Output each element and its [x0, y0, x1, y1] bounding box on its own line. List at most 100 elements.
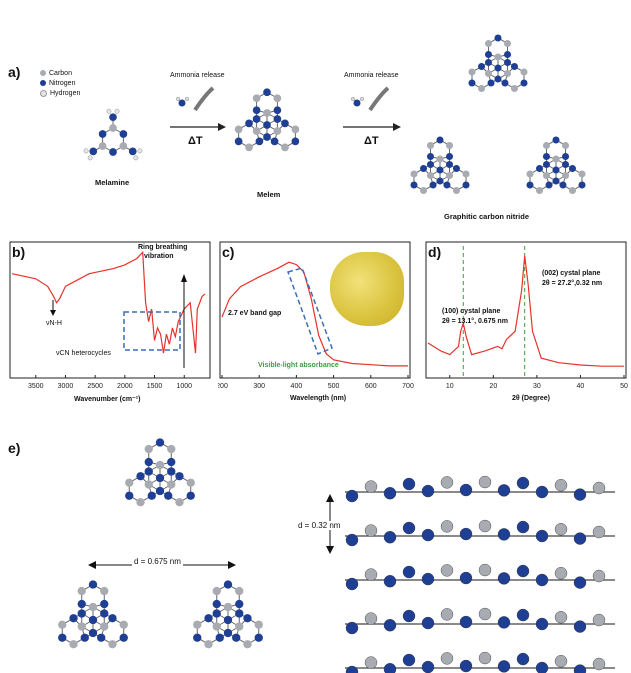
carbon-atom	[100, 586, 109, 596]
nitrogen-atom	[125, 491, 134, 500]
nitrogen-atom	[542, 152, 550, 160]
nitrogen-legend-icon	[40, 80, 46, 86]
nitrogen-atom	[446, 152, 454, 160]
carbon-atom	[144, 444, 153, 454]
carbon-atom	[383, 619, 397, 632]
gcn-label: Graphitic carbon nitride	[444, 212, 530, 221]
arrow-1	[170, 123, 226, 131]
x-tick-label: 300	[253, 383, 265, 390]
carbon-atom	[193, 620, 202, 629]
cn-dashed-box	[123, 311, 181, 351]
xrd-frame	[425, 241, 627, 379]
carbon-atom	[510, 84, 519, 93]
carbon-atom	[235, 622, 244, 631]
carbon-atom	[204, 640, 213, 649]
release-arrow-2	[368, 86, 390, 112]
nitrogen-atom	[273, 115, 282, 123]
x-tick-label: 20	[489, 383, 497, 390]
arrow-2	[343, 123, 401, 131]
arrow1-label: Ammonia release	[170, 72, 225, 79]
ring-annotation-2: vibration	[144, 253, 174, 260]
nitrogen-atom	[155, 486, 165, 496]
nitrogen-atom	[270, 137, 279, 146]
x-tick-label: 400	[291, 383, 303, 390]
carbon-atom	[273, 94, 282, 103]
nitrogen-atom	[402, 521, 416, 535]
nitrogen-atom	[243, 614, 252, 623]
nitrogen-atom	[255, 137, 264, 146]
carbon-atom	[155, 460, 165, 470]
carbon-atom	[410, 170, 418, 178]
x-tick-label: 700	[402, 383, 414, 390]
nitrogen-atom	[252, 106, 261, 115]
nitrogen-atom	[128, 147, 137, 156]
carbon-atom	[504, 69, 512, 78]
carbon-atom	[421, 528, 435, 542]
ftir-series	[11, 250, 206, 354]
nitrogen-atom	[88, 615, 98, 625]
panel-a-molecules	[83, 34, 586, 195]
xrd-xlabel: 2θ (Degree)	[512, 395, 551, 402]
x-tick-label: 200	[218, 383, 228, 390]
carbon-atom	[98, 142, 107, 150]
nitrogen-atom	[144, 467, 153, 476]
nitrogen-atom	[446, 160, 454, 169]
x-tick-label: 3000	[58, 383, 74, 390]
cn-annotation: νCN heterocycles	[56, 350, 111, 357]
ftir-frame	[9, 241, 211, 379]
nitrogen-atom	[516, 520, 530, 534]
carbon-atom	[421, 660, 435, 673]
nitrogen-atom	[252, 115, 261, 123]
carbon-legend-icon	[40, 70, 46, 76]
uvvis-frame	[219, 241, 411, 379]
carbon-atom	[364, 480, 378, 493]
nitrogen-atom	[535, 164, 544, 173]
nitrogen-atom	[164, 491, 173, 500]
nitrogen-atom	[235, 599, 244, 609]
nitrogen-atom	[459, 571, 473, 585]
panel-d: 10 20 30 40 50 d) (002) cystal plane 2θ = 27…	[424, 240, 629, 408]
carbon-atom	[497, 616, 511, 629]
nitrogen-atom	[516, 652, 530, 666]
melem-label: Melem	[257, 190, 281, 199]
nitrogen-atom	[119, 633, 128, 642]
nitrogen-atom	[516, 564, 530, 578]
carbon-atom	[552, 155, 560, 163]
nitrogen-atom	[98, 130, 107, 138]
panel-d-letter: d)	[428, 244, 442, 260]
nitrogen-atom	[552, 136, 560, 144]
ftir-xlabel: Wavenumber (cm⁻¹)	[74, 396, 141, 403]
nitrogen-atom	[108, 614, 117, 623]
nitrogen-atom	[345, 489, 359, 503]
carbon-atom	[421, 484, 435, 498]
carbon-atom	[58, 620, 67, 629]
carbon-atom	[535, 573, 549, 587]
carbon-atom	[554, 479, 568, 492]
carbon-atom	[440, 564, 454, 577]
nitrogen-atom	[436, 177, 444, 185]
uvvis-xlabel: Wavelength (nm)	[290, 395, 347, 402]
nitrogen-atom	[155, 438, 165, 447]
carbon-atom	[254, 620, 263, 629]
stacked-layers	[345, 475, 615, 673]
nitrogen-atom	[281, 119, 289, 128]
carbon-atom	[484, 39, 492, 47]
nitrogen-atom	[552, 166, 560, 174]
carbon-atom	[88, 602, 98, 612]
nitrogen-atom	[212, 599, 221, 609]
atom-legend: Carbon Nitrogen Hydrogen	[40, 68, 80, 98]
carbon-atom	[478, 651, 492, 665]
nitrogen-atom	[147, 491, 156, 500]
nitrogen-atom	[100, 609, 109, 618]
nitrogen-atom	[443, 181, 451, 189]
carbon-atom	[426, 171, 434, 180]
melem-molecule	[234, 88, 300, 152]
x-tick-label: 600	[365, 383, 377, 390]
nitrogen-atom	[516, 608, 530, 622]
sample-photo	[330, 252, 404, 326]
carbon-atom	[497, 528, 511, 541]
panel-e-structures	[58, 438, 615, 673]
nitrogen-atom	[504, 50, 512, 58]
nitrogen-atom	[510, 62, 519, 71]
nitrogen-atom	[484, 58, 492, 67]
